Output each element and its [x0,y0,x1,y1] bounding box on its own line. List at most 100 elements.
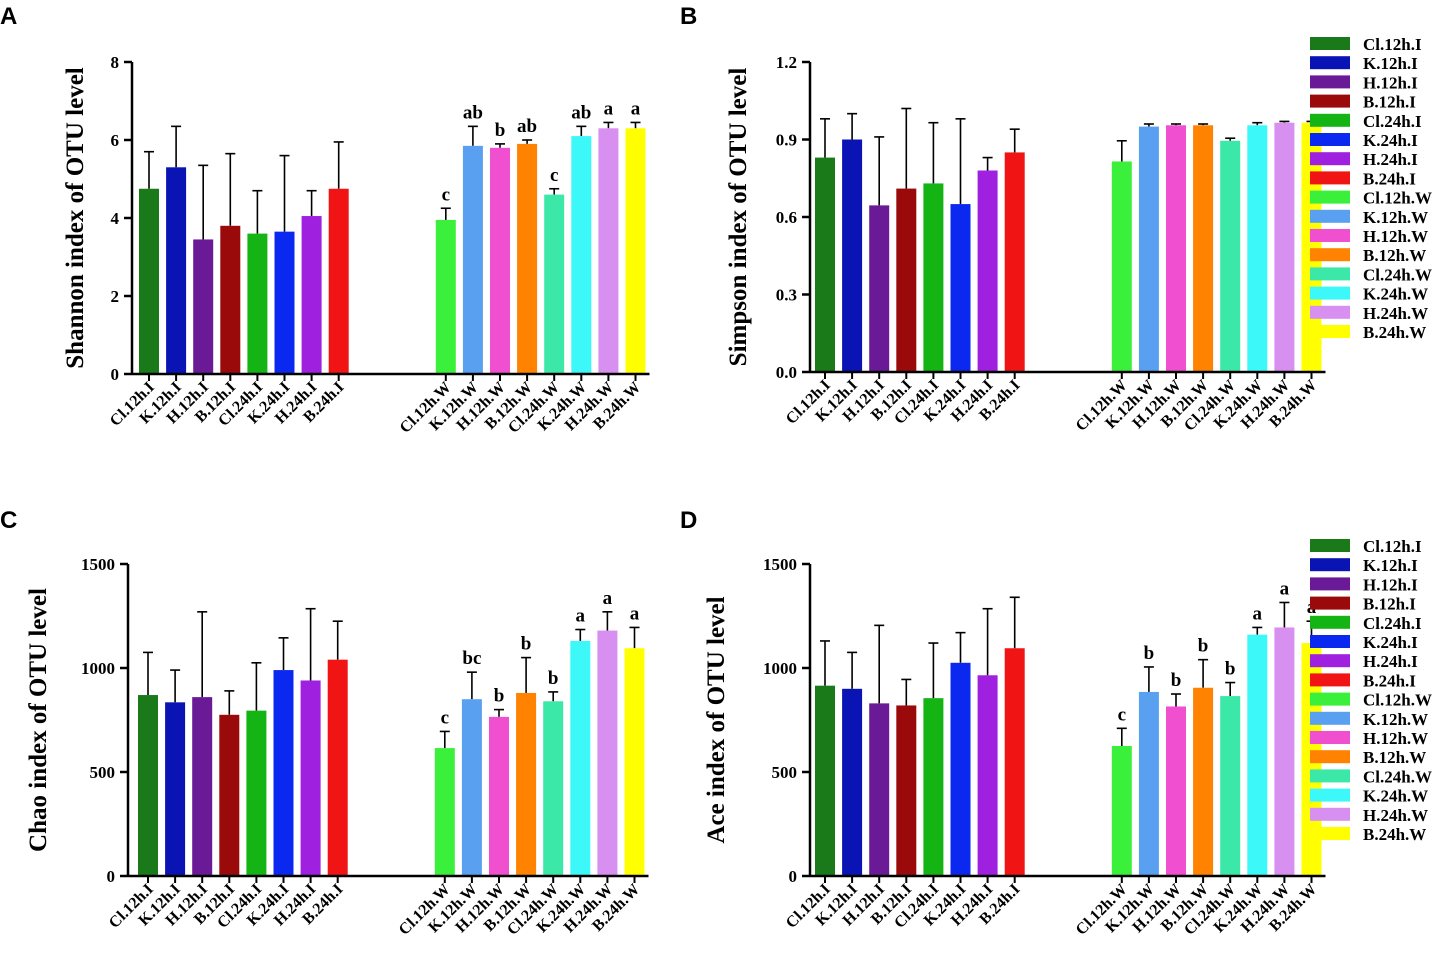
legend-swatch [1310,827,1350,840]
legend-label: B.24h.I [1363,671,1416,690]
bar-k-12h-i [166,167,187,374]
significance-letter: ab [517,116,537,137]
bar-h-24h-w [1274,122,1295,372]
legend-swatch [1310,692,1350,706]
legend-swatch [1310,267,1350,281]
y-tick-label: 1000 [81,659,115,678]
legend-swatch [1310,56,1350,70]
y-tick-label: 0.9 [776,131,797,150]
bar-k-12h-w [461,699,482,876]
y-axis-title: Ace index of OTU level [703,596,730,843]
legend-swatch [1310,635,1350,648]
bar-h-12h-w [490,147,510,374]
bar-b-12h-w [1193,687,1214,876]
legend-swatch [1310,711,1350,725]
y-tick-label: 0 [107,867,116,886]
bar-h-24h-w [1274,627,1295,876]
bar-k-12h-i [165,702,186,876]
bar-cl-24h-w [1220,696,1241,876]
bar-b-12h-i [896,188,917,372]
legend-swatch [1310,248,1350,262]
legend-swatch [1310,209,1350,223]
legend-swatch [1310,37,1350,50]
legend-swatch [1310,133,1350,146]
legend-swatch [1310,94,1350,108]
legend-label: Cl.12h.W [1363,189,1432,208]
legend-label: Cl.24h.W [1363,265,1432,284]
bar-h-24h-i [977,170,998,372]
panel-letter: B [680,3,697,30]
bar-b-12h-w [1193,125,1214,373]
bar-cl-12h-w [434,748,455,876]
legend-label: B.12h.I [1363,595,1416,614]
y-tick-label: 0.3 [776,286,797,305]
bar-b-12h-i [219,714,240,876]
legend-swatch [1310,113,1350,127]
panel-b: B Simpson index of OTU level 0.0 0.3 0.6 0.9 1… [680,3,1326,435]
significance-letter: ab [571,102,591,123]
legend-label: B.12h.W [1363,246,1426,265]
legend-label: H.12h.W [1363,227,1428,246]
significance-letter: a [603,588,613,609]
legend-label: Cl.24h.I [1363,112,1422,131]
legend-label: H.12h.I [1363,73,1418,92]
bar-b-12h-i [896,705,917,876]
significance-letter: a [1280,578,1290,599]
bar-k-12h-i [842,688,863,876]
y-tick-label: 500 [772,763,798,782]
legend-label: H.12h.I [1363,575,1418,594]
legend-swatch [1310,577,1350,591]
legend-label: B.24h.I [1363,169,1416,188]
legend-label: H.24h.I [1363,652,1418,671]
bar-h-12h-i [869,703,890,876]
legend-label: Cl.24h.W [1363,767,1432,786]
legend-label: K.12h.W [1363,208,1428,227]
legend-label: K.24h.I [1363,633,1418,652]
significance-letter: c [441,707,449,728]
y-tick-label: 500 [90,763,116,782]
y-tick-label: 0.0 [776,363,797,382]
legend-swatch [1310,229,1350,242]
legend-swatch [1310,190,1350,204]
legend-swatch [1310,152,1350,166]
y-tick-label: 6 [111,131,120,150]
significance-letter: b [1198,636,1209,657]
legend-swatch [1310,305,1350,319]
legend-label: H.12h.W [1363,729,1428,748]
bar-k-24h-i [273,670,294,876]
legend-swatch [1310,673,1350,687]
significance-letter: c [1118,704,1126,725]
bar-cl-24h-i [923,698,944,876]
significance-letter: b [521,634,532,655]
significance-letter: b [1171,670,1182,691]
y-axis-title: Chao index of OTU level [25,588,52,852]
panel-letter: A [0,3,17,30]
bar-cl-12h-w [435,219,456,374]
y-axis-title: Simpson index of OTU level [725,68,752,367]
legend-label: Cl.12h.I [1363,35,1422,54]
legend-swatch [1310,807,1350,821]
bar-b-24h-i [328,188,349,374]
legend-label: B.12h.I [1363,93,1416,112]
y-tick-label: 0.6 [776,208,797,227]
significance-letter: a [1253,603,1263,624]
significance-letter: b [548,668,559,689]
bar-b-12h-w [517,143,538,374]
y-tick-label: 4 [111,209,120,228]
bar-k-24h-i [950,204,971,372]
legend-swatch [1310,769,1350,783]
bar-k-12h-w [462,145,483,374]
legend-label: K.24h.W [1363,787,1428,806]
bar-k-12h-w [1138,126,1159,372]
significance-letter: b [1225,659,1236,680]
panel-letter: C [0,507,17,534]
bar-b-12h-w [516,692,537,876]
legend-label: K.12h.I [1363,54,1418,73]
significance-letter: b [495,120,506,141]
bar-h-24h-i [300,680,321,876]
bar-b-24h-i [1004,152,1025,372]
panel-letter: D [680,507,697,534]
bar-h-12h-w [489,716,509,876]
